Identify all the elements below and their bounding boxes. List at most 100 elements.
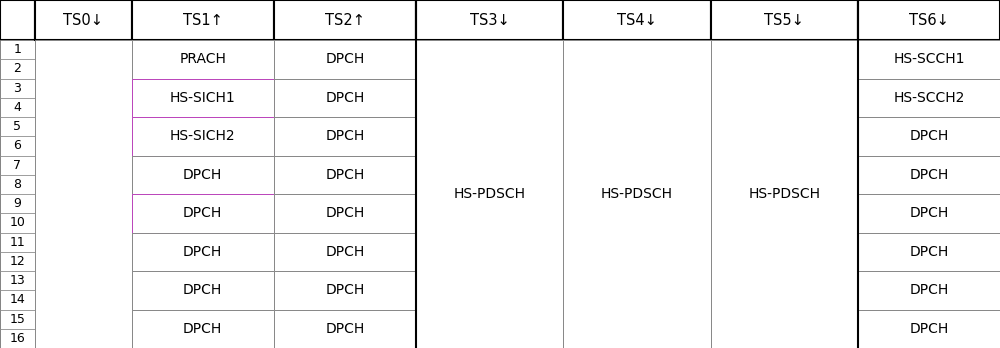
Text: PRACH: PRACH (179, 52, 226, 66)
Bar (132, 0, 274, 40)
Bar (563, 40, 710, 348)
Bar (858, 232, 1000, 271)
Text: DPCH: DPCH (183, 206, 222, 220)
Text: DPCH: DPCH (909, 245, 949, 259)
Bar (274, 194, 416, 232)
Text: 13: 13 (10, 274, 25, 287)
Bar (858, 0, 1000, 40)
Bar (0, 156, 35, 175)
Text: DPCH: DPCH (183, 322, 222, 336)
Bar (0, 117, 35, 136)
Text: HS-SICH2: HS-SICH2 (170, 129, 235, 143)
Text: 8: 8 (14, 178, 22, 191)
Text: TS5↓: TS5↓ (764, 13, 804, 27)
Text: 6: 6 (14, 140, 21, 152)
Bar (0, 136, 35, 156)
Text: HS-SICH1: HS-SICH1 (170, 91, 235, 105)
Bar (132, 79, 274, 117)
Text: TS4↓: TS4↓ (617, 13, 657, 27)
Bar (132, 117, 274, 156)
Bar (858, 117, 1000, 156)
Bar (274, 232, 416, 271)
Text: TS0↓: TS0↓ (63, 13, 103, 27)
Text: 16: 16 (10, 332, 25, 345)
Text: DPCH: DPCH (183, 168, 222, 182)
Text: 12: 12 (10, 255, 25, 268)
Bar (0, 79, 35, 98)
Bar (858, 271, 1000, 309)
Bar (858, 309, 1000, 348)
Text: DPCH: DPCH (909, 168, 949, 182)
Text: 3: 3 (14, 82, 21, 95)
Text: DPCH: DPCH (909, 129, 949, 143)
Text: 7: 7 (14, 159, 22, 172)
Bar (710, 40, 858, 348)
Bar (416, 0, 563, 40)
Bar (132, 309, 274, 348)
Bar (274, 271, 416, 309)
Text: 1: 1 (14, 43, 21, 56)
Text: HS-SCCH1: HS-SCCH1 (893, 52, 965, 66)
Text: DPCH: DPCH (183, 283, 222, 297)
Text: DPCH: DPCH (909, 283, 949, 297)
Bar (132, 40, 274, 79)
Bar (35, 0, 132, 40)
Bar (416, 40, 563, 348)
Text: DPCH: DPCH (325, 322, 364, 336)
Bar (274, 79, 416, 117)
Bar (274, 309, 416, 348)
Text: 11: 11 (10, 236, 25, 248)
Bar (858, 79, 1000, 117)
Text: 14: 14 (10, 293, 25, 306)
Text: HS-PDSCH: HS-PDSCH (601, 187, 673, 201)
Text: DPCH: DPCH (325, 168, 364, 182)
Text: 9: 9 (14, 197, 21, 210)
Text: TS1↑: TS1↑ (183, 13, 223, 27)
Text: DPCH: DPCH (325, 206, 364, 220)
Bar (0, 194, 35, 213)
Bar (0, 40, 35, 59)
Text: 4: 4 (14, 101, 21, 114)
Bar (0, 252, 35, 271)
Text: DPCH: DPCH (325, 245, 364, 259)
Bar (132, 194, 274, 232)
Bar (0, 59, 35, 79)
Bar (563, 0, 710, 40)
Bar (858, 194, 1000, 232)
Bar (0, 0, 35, 40)
Bar (0, 232, 35, 252)
Text: DPCH: DPCH (325, 52, 364, 66)
Bar (132, 232, 274, 271)
Bar (710, 0, 858, 40)
Text: HS-PDSCH: HS-PDSCH (748, 187, 820, 201)
Bar (132, 156, 274, 194)
Text: TS6↓: TS6↓ (909, 13, 949, 27)
Bar (274, 0, 416, 40)
Text: DPCH: DPCH (909, 322, 949, 336)
Bar (0, 329, 35, 348)
Bar (274, 156, 416, 194)
Text: DPCH: DPCH (325, 129, 364, 143)
Bar (0, 309, 35, 329)
Text: DPCH: DPCH (909, 206, 949, 220)
Bar (858, 40, 1000, 79)
Bar (0, 175, 35, 194)
Text: DPCH: DPCH (325, 283, 364, 297)
Bar (0, 213, 35, 232)
Text: DPCH: DPCH (325, 91, 364, 105)
Text: HS-SCCH2: HS-SCCH2 (893, 91, 965, 105)
Text: 2: 2 (14, 62, 21, 76)
Text: DPCH: DPCH (183, 245, 222, 259)
Bar (132, 271, 274, 309)
Bar (35, 40, 132, 348)
Bar (0, 290, 35, 309)
Text: TS3↓: TS3↓ (470, 13, 509, 27)
Bar (0, 98, 35, 117)
Bar (858, 156, 1000, 194)
Bar (274, 117, 416, 156)
Text: HS-PDSCH: HS-PDSCH (454, 187, 526, 201)
Text: 10: 10 (10, 216, 25, 229)
Text: 15: 15 (10, 313, 25, 326)
Bar (274, 40, 416, 79)
Bar (0, 271, 35, 290)
